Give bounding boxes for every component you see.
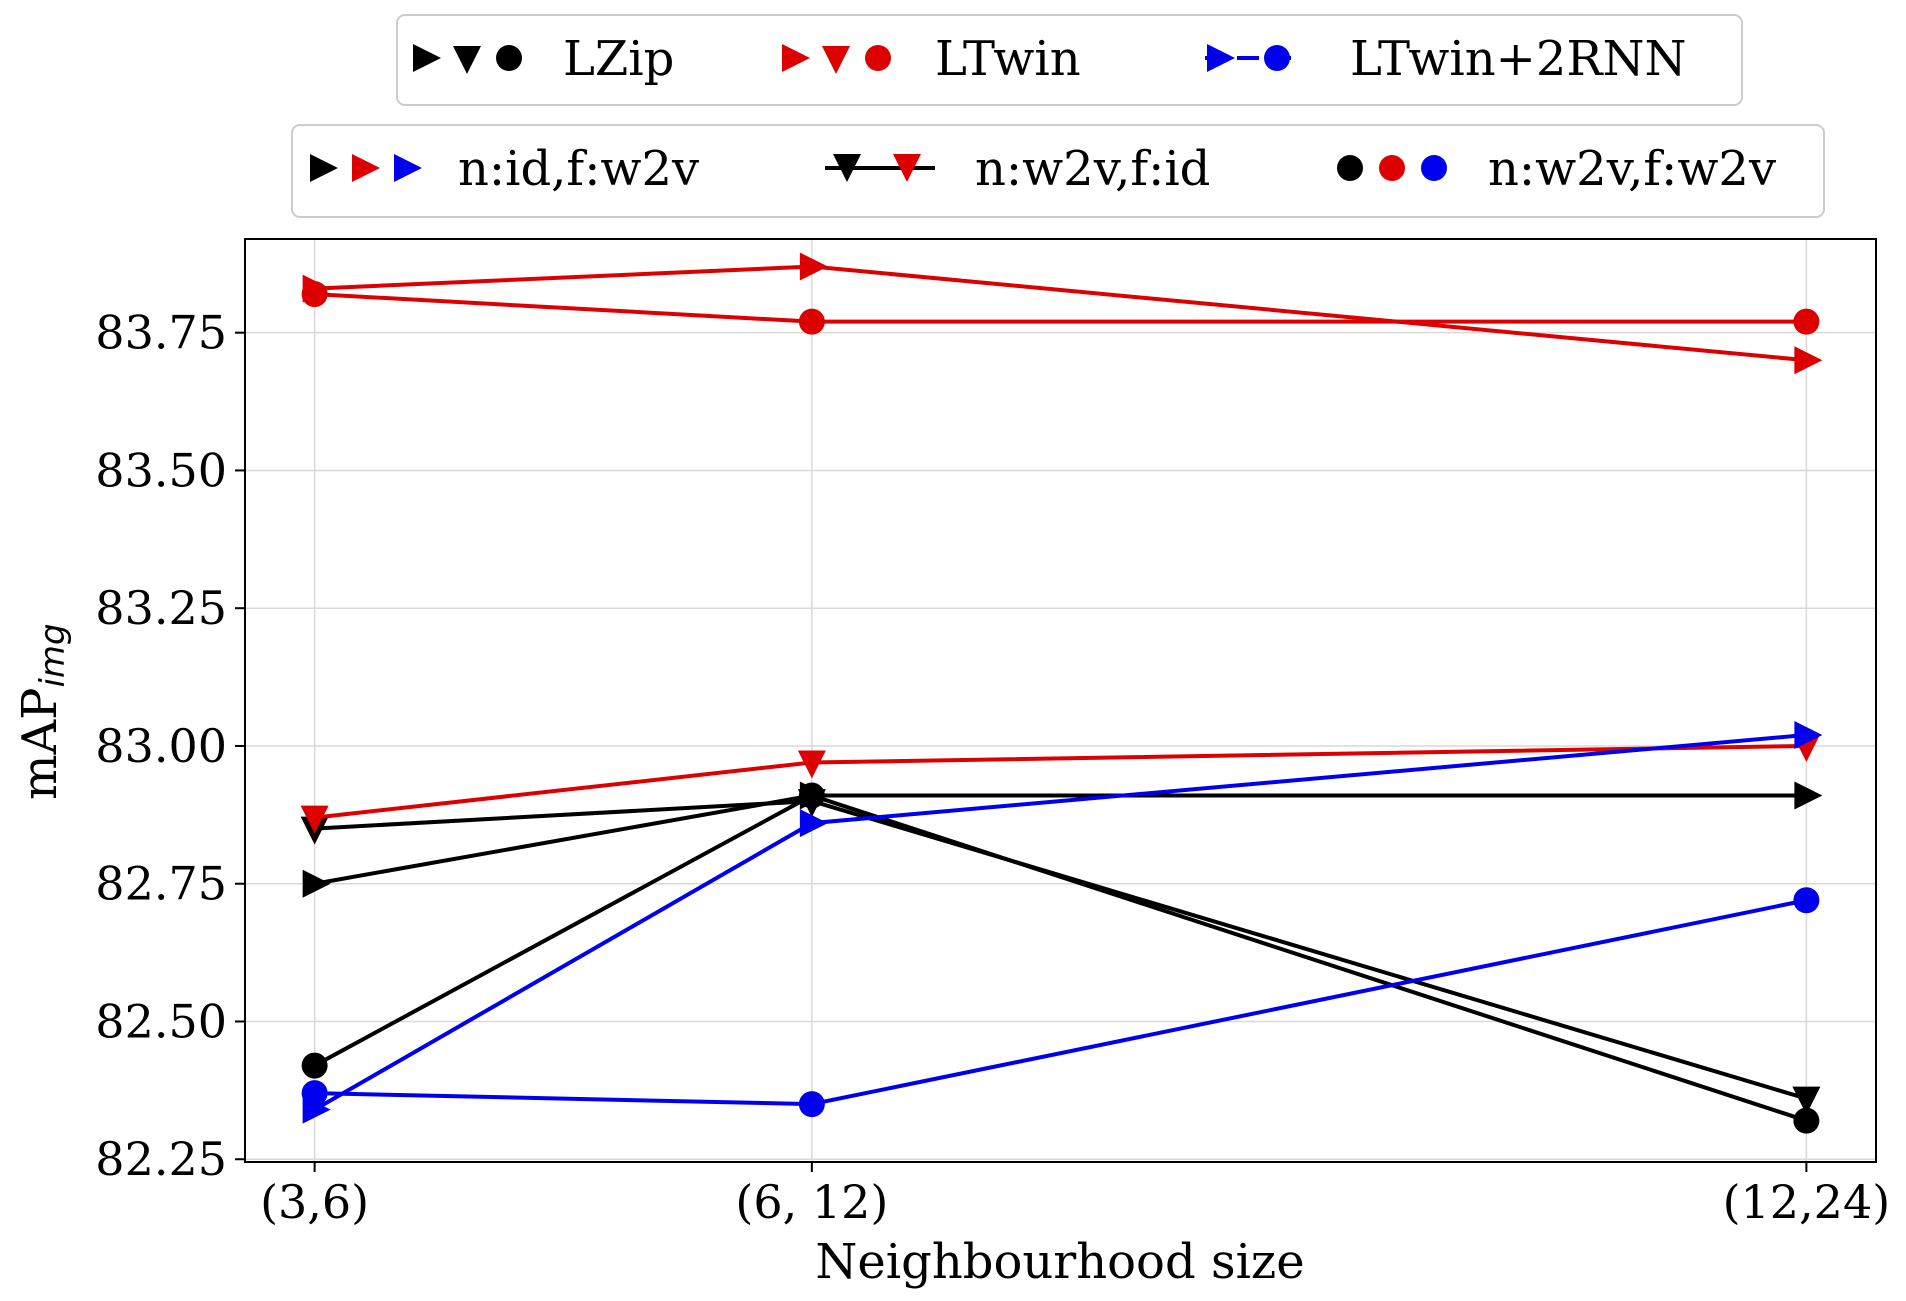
legend-models: LZip LTwin LTwin+2RNN [413,31,1687,87]
data-point-marker [1794,346,1823,375]
legend-marker [496,45,522,71]
plot-frame [244,238,1877,1163]
legend-marker [1207,44,1235,72]
data-point-marker [301,281,328,308]
legend-marker [893,154,921,182]
series-ltwin-2rnn-n-w2v-f-w2v [301,887,1820,1118]
x-tick-label: (12,24) [1723,1175,1891,1229]
legend-marker [865,45,891,71]
series-line [314,292,1807,324]
legend-marker [1264,45,1290,71]
y-tick-label: 83.50 [95,443,227,497]
legend-label: n:w2v,f:w2v [1488,141,1776,197]
data-point-marker [300,805,329,834]
data-point-marker [301,1080,328,1107]
legend-models-box [396,14,1743,106]
legend-label: LTwin+2RNN [1350,31,1687,87]
y-tick-label: 83.75 [95,306,227,360]
y-tick-label: 82.75 [95,857,227,911]
legend-variants: n:id,f:w2v n:w2v,f:id n:w2v,f:w2v [310,141,1776,197]
legend-marker [833,154,861,182]
legend-label: n:id,f:w2v [458,141,699,197]
x-tick-label: (6, 12) [735,1175,888,1229]
legend-marker [1337,155,1363,181]
data-point-marker [799,809,828,838]
y-tick-label: 82.25 [95,1132,227,1186]
legend-marker [1379,155,1405,181]
y-axis-label-main: mAP [12,688,68,800]
x-axis-label: Neighbourhood size [815,1234,1304,1290]
legend-label: LZip [563,31,674,87]
data-point-marker [799,252,828,281]
series-line [314,264,1807,363]
legend-marker [413,44,441,72]
x-axis: (3,6) (6, 12) (12,24) [260,1162,1890,1229]
legend-marker [1421,155,1447,181]
series-lzip-n-w2v-f-id [300,789,1821,1115]
series-layer [300,252,1823,1134]
data-point-marker [798,1091,825,1118]
data-point-marker [1792,1086,1821,1115]
series-line [314,898,1807,1107]
series-ltwin-n-w2v-f-w2v [301,281,1820,335]
grid [245,239,1876,1162]
y-axis-label: mAPimg [12,623,73,800]
series-ltwin-n-w2v-f-id [300,733,1821,834]
data-point-marker [302,869,331,898]
y-axis: 82.25 82.50 82.75 83.00 83.25 83.50 83.75 [95,306,245,1186]
data-point-marker [301,1052,328,1079]
series-line [314,793,1807,886]
data-point-marker [1794,720,1823,749]
legend-label: LTwin [935,31,1081,87]
series-ltwin-n-id-f-w2v [302,252,1823,375]
y-axis-label-sub: img [33,623,73,687]
data-point-marker [1793,308,1820,335]
legend-marker [352,154,380,182]
legend-marker [822,46,850,74]
series-lzip-n-w2v-f-w2v [301,782,1820,1134]
legend-label: n:w2v,f:id [975,141,1210,197]
legend-marker [453,46,481,74]
data-point-marker [798,782,825,809]
data-point-marker [797,750,826,779]
data-point-marker [1794,781,1823,810]
legend-marker [782,44,810,72]
y-tick-label: 82.50 [95,994,227,1048]
legend-marker [310,154,338,182]
series-ltwin-2rnn-n-id-f-w2v [302,720,1823,1124]
y-tick-label: 83.25 [95,581,227,635]
legend-marker [394,154,422,182]
legend-variants-box [291,124,1825,218]
x-tick-label: (3,6) [260,1175,369,1229]
data-point-marker [798,308,825,335]
y-tick-label: 83.00 [95,719,227,773]
data-point-marker [1793,887,1820,914]
data-point-marker [1793,1107,1820,1134]
